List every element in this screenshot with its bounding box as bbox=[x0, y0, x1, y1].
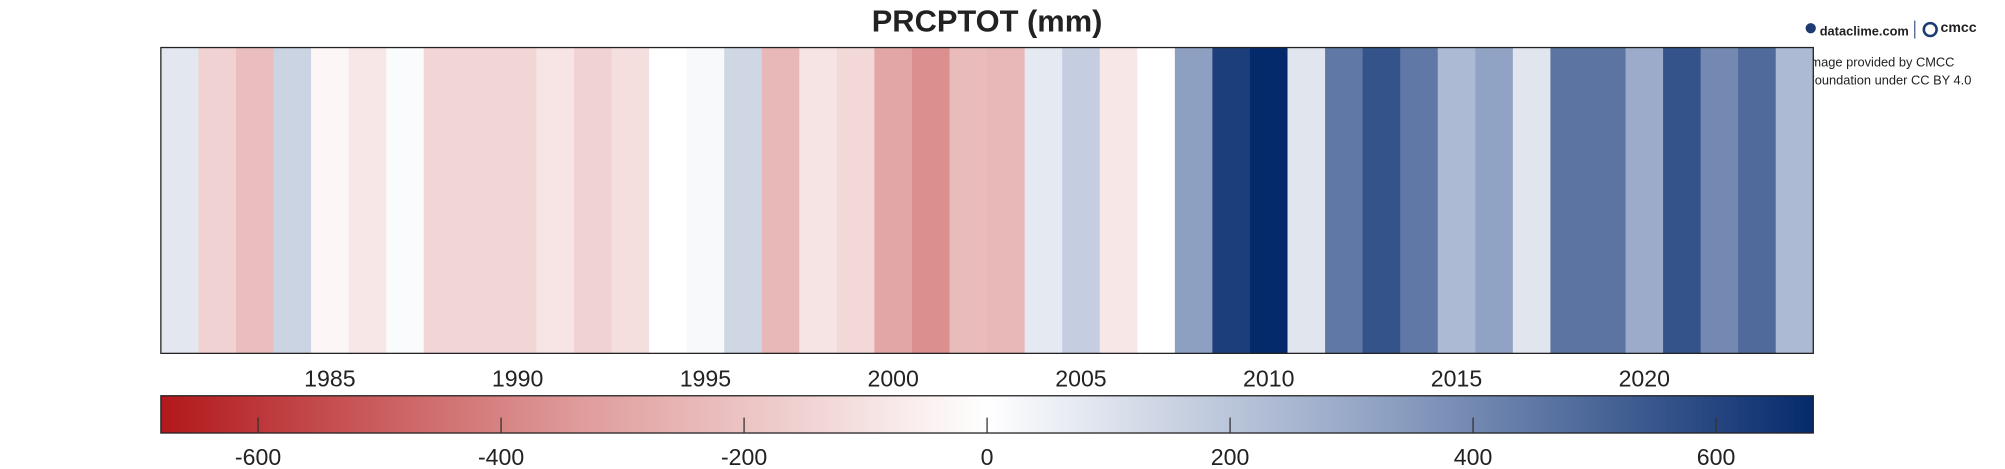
stripe bbox=[273, 47, 312, 354]
attribution-line: Image provided by CMCC bbox=[1807, 54, 1955, 69]
stripe bbox=[836, 47, 875, 354]
stripe bbox=[1174, 47, 1213, 354]
stripe bbox=[1099, 47, 1138, 354]
attribution-box bbox=[1795, 10, 2005, 98]
stripe bbox=[1738, 47, 1777, 354]
stripe bbox=[949, 47, 988, 354]
stripe bbox=[386, 47, 425, 354]
x-tick-label: 2005 bbox=[1055, 365, 1106, 391]
attribution: dataclime.com cmcc Image provided by CMC… bbox=[1795, 10, 2005, 98]
colorbar-tick-label: -200 bbox=[721, 444, 767, 469]
x-tick-label: 2020 bbox=[1619, 365, 1670, 391]
stripe bbox=[987, 47, 1026, 354]
stripe bbox=[1024, 47, 1063, 354]
stripe bbox=[1062, 47, 1101, 354]
brand-name: dataclime.com bbox=[1820, 24, 1909, 39]
stripe bbox=[1775, 47, 1814, 354]
stripe bbox=[874, 47, 913, 354]
stripe bbox=[686, 47, 725, 354]
stripe bbox=[160, 47, 199, 354]
x-tick-label: 1995 bbox=[680, 365, 731, 391]
stripe bbox=[911, 47, 950, 354]
x-tick-label: 1990 bbox=[492, 365, 543, 391]
stripe bbox=[649, 47, 688, 354]
brand-icon bbox=[1805, 23, 1816, 34]
colorbar-tick-label: 600 bbox=[1697, 444, 1736, 469]
stripe bbox=[1700, 47, 1739, 354]
stripe bbox=[1137, 47, 1176, 354]
stripe bbox=[461, 47, 500, 354]
x-tick-label: 2000 bbox=[867, 365, 918, 391]
stripe bbox=[423, 47, 462, 354]
stripe bbox=[1362, 47, 1401, 354]
x-tick-label: 1985 bbox=[304, 365, 355, 391]
stripe bbox=[1287, 47, 1326, 354]
stripe bbox=[1512, 47, 1551, 354]
chart-title: PRCPTOT (mm) bbox=[872, 3, 1103, 38]
stripe bbox=[1625, 47, 1664, 354]
stripe bbox=[1663, 47, 1702, 354]
stripe bbox=[498, 47, 537, 354]
stripe bbox=[799, 47, 838, 354]
plot-frame bbox=[160, 46, 1814, 354]
attribution-line: Foundation under CC BY 4.0 bbox=[1807, 72, 1972, 87]
stripe bbox=[611, 47, 650, 354]
partner-name: cmcc bbox=[1941, 19, 1977, 35]
stripe bbox=[1587, 47, 1626, 354]
colorbar-tick-label: -400 bbox=[478, 444, 524, 469]
stripe bbox=[536, 47, 575, 354]
stripe bbox=[573, 47, 612, 354]
partner-icon bbox=[1922, 21, 1938, 38]
stripe bbox=[235, 47, 274, 354]
stripe bbox=[348, 47, 387, 354]
stripe bbox=[761, 47, 800, 354]
colorbar-tick-label: 400 bbox=[1454, 444, 1493, 469]
stripe bbox=[198, 47, 237, 354]
stripe bbox=[724, 47, 763, 354]
stripe bbox=[1437, 47, 1476, 354]
stripe bbox=[1325, 47, 1364, 354]
stripe bbox=[1550, 47, 1589, 354]
x-tick-label: 2010 bbox=[1243, 365, 1294, 391]
stripe bbox=[1249, 47, 1288, 354]
stripe bbox=[1400, 47, 1439, 354]
colorbar-tick-label: 0 bbox=[981, 444, 994, 469]
stripe bbox=[1475, 47, 1514, 354]
stripe bbox=[1212, 47, 1251, 354]
colorbar-tick-label: -600 bbox=[235, 444, 281, 469]
x-tick-label: 2015 bbox=[1431, 365, 1482, 391]
stripe bbox=[311, 47, 350, 354]
colorbar-tick-label: 200 bbox=[1211, 444, 1250, 469]
